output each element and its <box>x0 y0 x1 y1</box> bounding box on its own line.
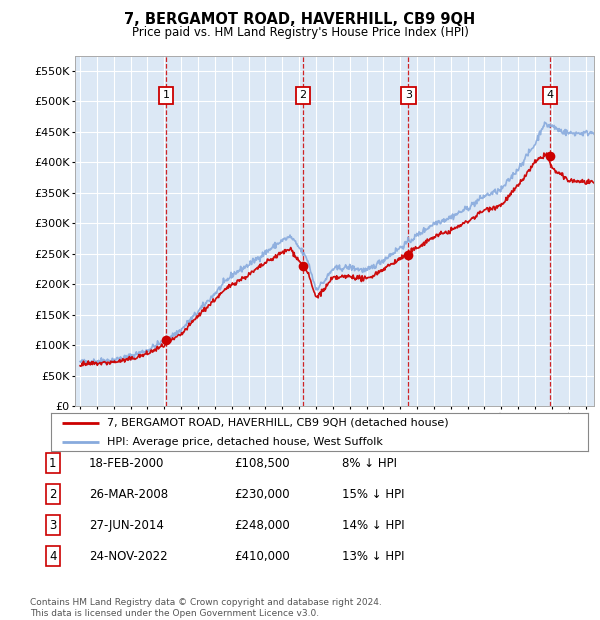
Text: 27-JUN-2014: 27-JUN-2014 <box>89 519 164 531</box>
Text: 7, BERGAMOT ROAD, HAVERHILL, CB9 9QH (detached house): 7, BERGAMOT ROAD, HAVERHILL, CB9 9QH (de… <box>107 417 449 428</box>
Text: £108,500: £108,500 <box>234 457 290 469</box>
Text: 8% ↓ HPI: 8% ↓ HPI <box>342 457 397 469</box>
Text: 15% ↓ HPI: 15% ↓ HPI <box>342 488 404 500</box>
Text: 13% ↓ HPI: 13% ↓ HPI <box>342 550 404 562</box>
Text: £410,000: £410,000 <box>234 550 290 562</box>
Text: 24-NOV-2022: 24-NOV-2022 <box>89 550 167 562</box>
Text: 7, BERGAMOT ROAD, HAVERHILL, CB9 9QH: 7, BERGAMOT ROAD, HAVERHILL, CB9 9QH <box>124 12 476 27</box>
Text: 3: 3 <box>49 519 56 531</box>
Text: 3: 3 <box>405 91 412 100</box>
Text: £248,000: £248,000 <box>234 519 290 531</box>
Text: 2: 2 <box>299 91 307 100</box>
Text: 2: 2 <box>49 488 56 500</box>
Text: £230,000: £230,000 <box>234 488 290 500</box>
Text: 26-MAR-2008: 26-MAR-2008 <box>89 488 168 500</box>
Text: 1: 1 <box>163 91 170 100</box>
Text: 14% ↓ HPI: 14% ↓ HPI <box>342 519 404 531</box>
Text: 18-FEB-2000: 18-FEB-2000 <box>89 457 164 469</box>
Text: HPI: Average price, detached house, West Suffolk: HPI: Average price, detached house, West… <box>107 436 383 447</box>
Text: 4: 4 <box>547 91 554 100</box>
Text: 4: 4 <box>49 550 56 562</box>
Text: Contains HM Land Registry data © Crown copyright and database right 2024.
This d: Contains HM Land Registry data © Crown c… <box>30 598 382 618</box>
Text: Price paid vs. HM Land Registry's House Price Index (HPI): Price paid vs. HM Land Registry's House … <box>131 26 469 39</box>
Text: 1: 1 <box>49 457 56 469</box>
